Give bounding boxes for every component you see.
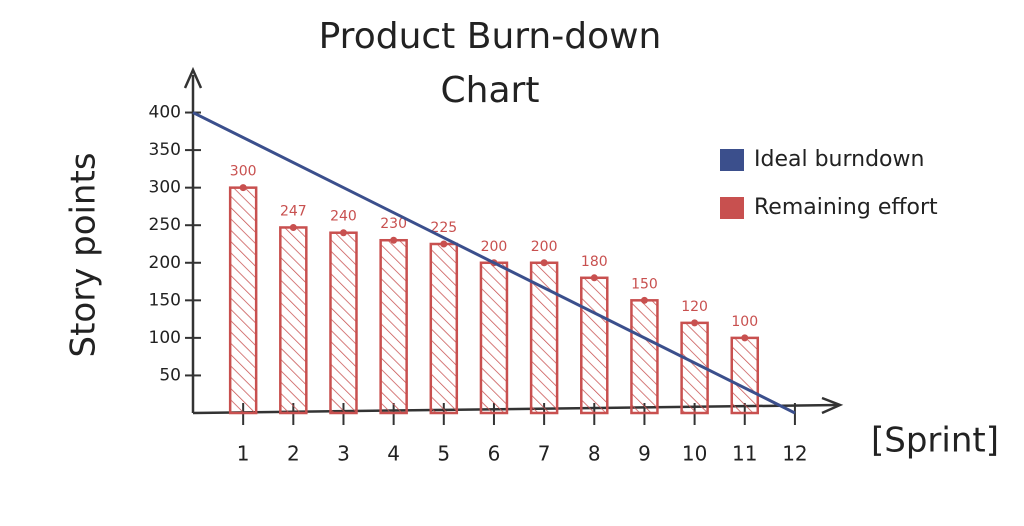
value-label: 247 [280, 203, 307, 219]
value-label: 225 [430, 220, 457, 236]
value-label: 240 [330, 209, 357, 225]
bar-dot [239, 184, 247, 192]
y-arrow [183, 66, 203, 89]
bar [630, 299, 659, 415]
y-tick-label: 400 [149, 103, 181, 123]
x-tick-label: 8 [588, 442, 601, 466]
y-tick-label: 50 [159, 365, 181, 385]
ideal-line [192, 111, 796, 415]
x-tick-label: 9 [638, 442, 651, 466]
bar-dot [540, 259, 548, 267]
y-tick-label: 350 [149, 140, 181, 160]
bar-dot [440, 240, 448, 248]
bar [580, 276, 609, 415]
x-tick-label: 5 [437, 442, 450, 466]
bar-dot [289, 223, 297, 231]
bar [329, 231, 358, 415]
value-label: 300 [230, 164, 257, 180]
value-label: 120 [681, 299, 708, 315]
bar [279, 226, 308, 415]
y-axis-label: Story points [64, 152, 104, 357]
legend-swatch [720, 149, 744, 171]
value-label: 150 [631, 276, 658, 292]
x-tick-label: 11 [732, 442, 757, 466]
x-tick-label: 3 [337, 442, 350, 466]
x-tick-label: 1 [237, 442, 250, 466]
y-tick-label: 250 [149, 215, 181, 235]
bar [379, 238, 408, 415]
x-arrow [821, 396, 844, 415]
chart-title: Product Burn-down Chart [318, 16, 662, 111]
x-tick-label: 6 [488, 442, 501, 466]
value-label: 230 [380, 216, 407, 232]
x-tick-label: 4 [387, 442, 400, 466]
x-tick-label: 12 [782, 442, 807, 466]
legend-label: Ideal burndown [754, 147, 924, 172]
y-tick-label: 300 [149, 178, 181, 198]
bar-dot [741, 334, 749, 342]
bar [479, 261, 509, 415]
bar [730, 336, 760, 415]
y-tick-label: 150 [149, 290, 181, 310]
bar-dot [640, 296, 648, 304]
x-tick-label: 7 [538, 442, 551, 466]
value-label: 200 [531, 239, 558, 255]
value-label: 100 [731, 314, 758, 330]
legend-swatch [720, 197, 744, 219]
bar [529, 261, 559, 415]
legend-label: Remaining effort [754, 195, 938, 220]
bar-dot [390, 236, 398, 244]
value-label: 200 [481, 239, 508, 255]
x-axis-label: [Sprint] [871, 421, 999, 461]
value-label: 180 [581, 254, 608, 270]
bar-dot [691, 319, 699, 327]
y-tick-label: 100 [149, 328, 181, 348]
bar [228, 186, 258, 415]
bar [429, 242, 459, 415]
x-tick-label: 10 [682, 442, 707, 466]
x-tick-label: 2 [287, 442, 300, 466]
bar-dot [339, 229, 347, 237]
y-tick-label: 200 [149, 253, 181, 273]
bar-dot [590, 274, 598, 282]
